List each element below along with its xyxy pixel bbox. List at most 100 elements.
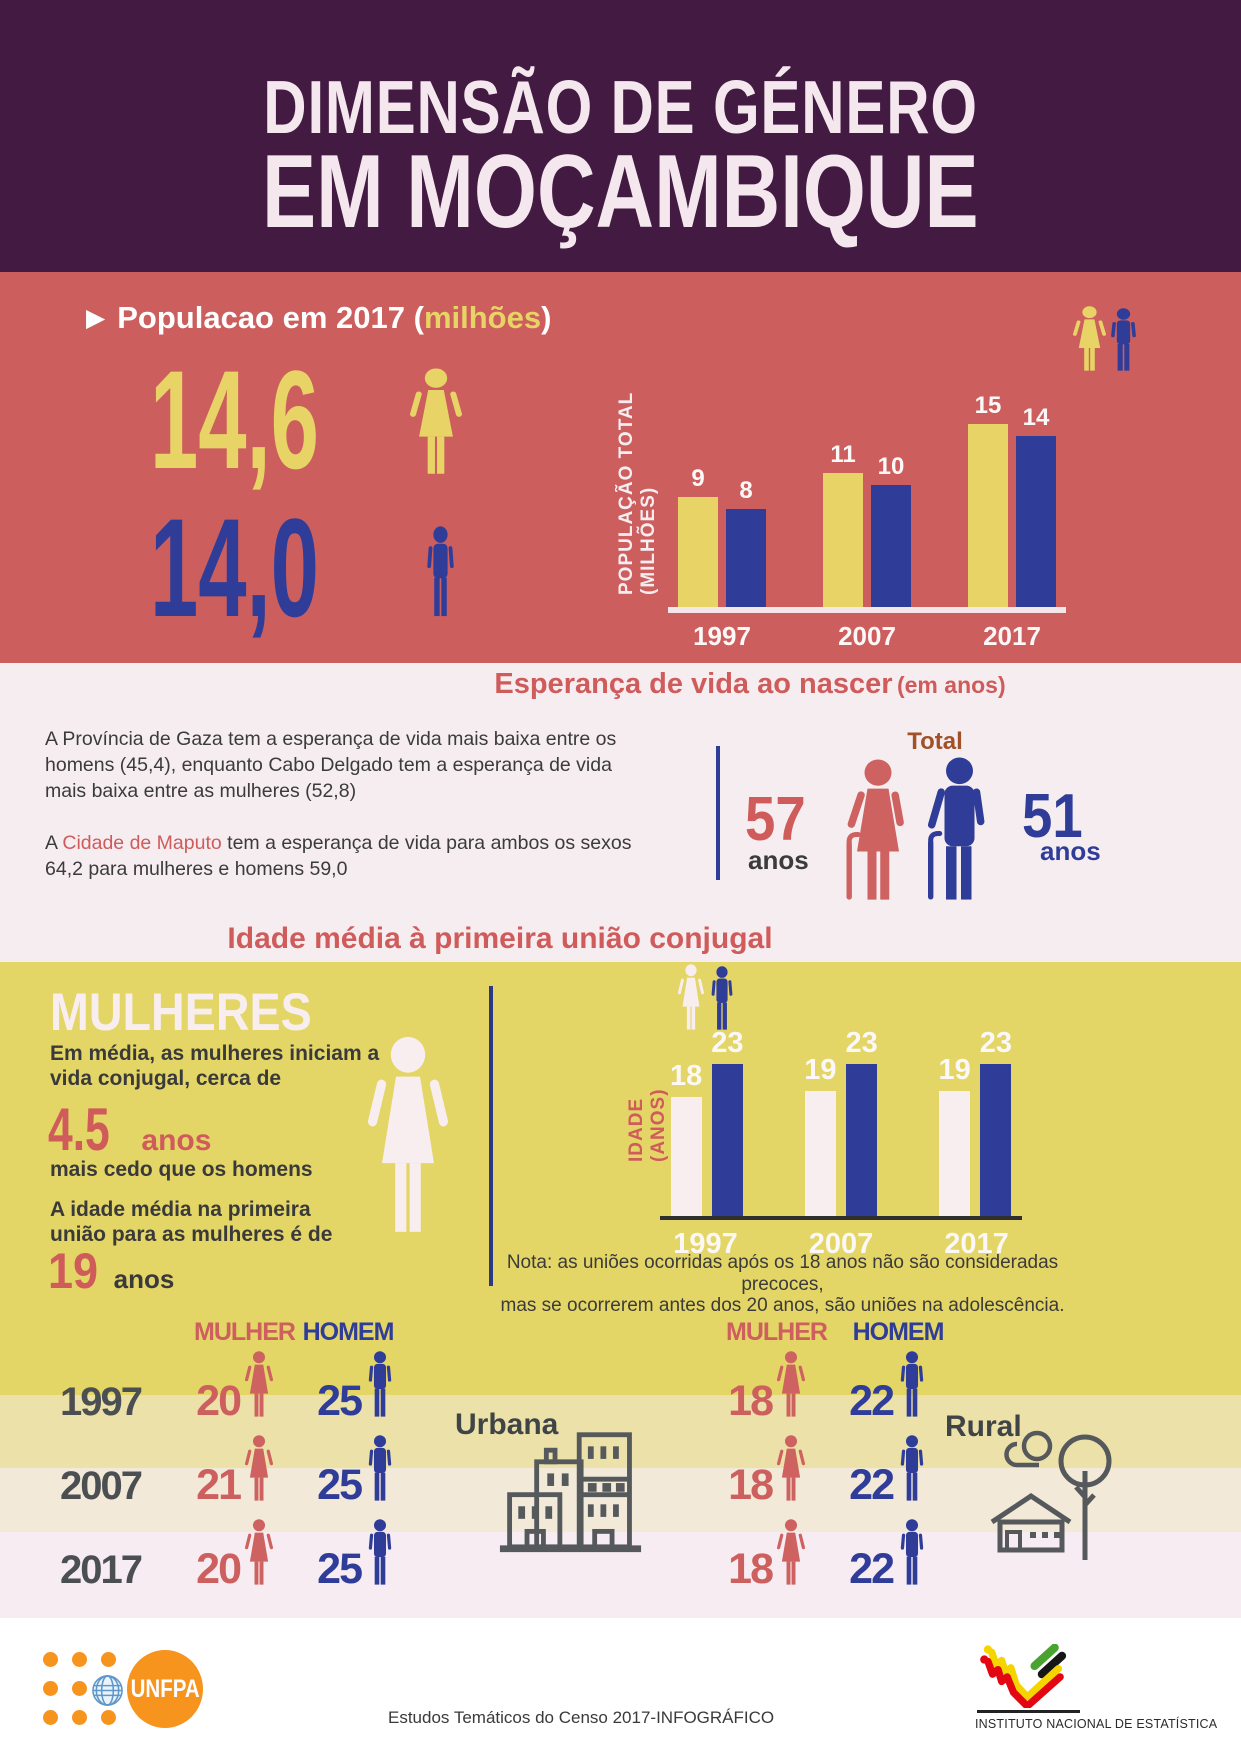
union-age-heading: Idade média à primeira união conjugal: [227, 922, 773, 955]
stat-unit: anos: [113, 1264, 175, 1294]
ine-logo-mark: [980, 1644, 1067, 1708]
female-icon: [776, 1519, 806, 1586]
total-label: Total: [907, 728, 963, 755]
city-buildings-icon: [498, 1416, 643, 1554]
ine-logo-rule: [977, 1710, 1080, 1713]
bar-value-label: 23: [845, 1027, 878, 1059]
union-section-bg: [0, 962, 1241, 1395]
bar-homens-2017: [1016, 436, 1056, 607]
union-paragraph-3: A idade média na primeira união para as …: [50, 1198, 333, 1246]
bar-value-label: 18: [670, 1060, 703, 1092]
stat-19-anos: 19 anos: [48, 1246, 174, 1296]
table-row-1997: 1997 20 25: [60, 1334, 400, 1424]
elderly-woman-icon: [836, 758, 914, 904]
female-icon: [244, 1435, 274, 1502]
cloud-icon: [995, 1428, 1061, 1470]
stat-value: 4.5: [48, 1096, 110, 1163]
homem-value: 22: [849, 1461, 895, 1510]
bar-value-label: 23: [979, 1027, 1012, 1059]
tree-icon: [1058, 1433, 1112, 1563]
bar-homens-2007: [871, 485, 911, 607]
bar-group-1997: 18 23: [670, 1029, 744, 1216]
life-paragraph-2: A Cidade de Maputo tem a esperança de vi…: [45, 832, 632, 880]
female-icon: [410, 368, 462, 476]
table-row-2017: 2017 20 25: [60, 1502, 400, 1592]
male-icon: [366, 1519, 394, 1586]
mulher-value: 21: [196, 1461, 242, 1510]
mulher-value: 18: [728, 1545, 774, 1594]
urbana-homem-header: HOMEM: [302, 1318, 395, 1346]
bar-value-label: 11: [830, 441, 856, 468]
footer-credit: Estudos Temáticos do Censo 2017-INFOGRÁF…: [388, 1708, 775, 1727]
female-icon: [244, 1351, 274, 1418]
male-icon: [898, 1435, 926, 1502]
house-icon: [990, 1492, 1072, 1554]
life-expectancy-section-bg: [0, 663, 1241, 962]
table-row-2007: 2007 21 25: [60, 1418, 400, 1510]
female-legend-icon: [1073, 306, 1106, 372]
bar-value-label: 19: [804, 1054, 837, 1086]
mulher-value: 18: [728, 1461, 774, 1510]
urbana-label: Urbana: [455, 1408, 559, 1441]
un-emblem-icon: [91, 1674, 124, 1707]
x-axis-label: 2007: [808, 1228, 874, 1260]
woman-icon-large: [368, 1036, 448, 1236]
population-chart-plot: 9 8 11 10 15 14: [668, 330, 1066, 607]
male-icon: [366, 1351, 394, 1418]
bar-value-label: 19: [938, 1054, 971, 1086]
union-chart-plot: 18 23 19 23 19 23: [660, 1027, 1022, 1216]
male-legend-icon: [709, 966, 735, 1031]
male-life-expectancy-unit: anos: [1040, 836, 1101, 866]
chart-note: Nota: as uniões ocorridas após os 18 ano…: [500, 1252, 1065, 1316]
female-legend-icon: [678, 964, 704, 1031]
stat-unit: anos: [141, 1124, 212, 1157]
unfpa-logo: UNFPA: [43, 1650, 213, 1730]
elderly-man-icon: [916, 756, 994, 904]
title-banner: [0, 0, 1241, 272]
vertical-divider: [716, 746, 720, 880]
life-expectancy-heading: Esperança de vida ao nascer (em anos): [494, 668, 1006, 700]
union-chart-xlabels: 1997 2007 2017: [660, 1220, 1022, 1261]
homem-value: 22: [849, 1377, 895, 1426]
male-population-value: 14,0: [150, 489, 319, 646]
male-life-expectancy-value: 51: [1022, 782, 1083, 851]
male-icon: [898, 1519, 926, 1586]
bar-mulheres-2007: [804, 1091, 836, 1216]
rural-label: Rural: [945, 1410, 1022, 1443]
union-paragraph-1: Em média, as mulheres iniciam a vida con…: [50, 1042, 380, 1090]
union-age-chart: 18 23 19 23 19 23 1997 2007 2017: [660, 1027, 1022, 1261]
homem-value: 25: [317, 1461, 363, 1510]
rural-table: 18 22 18 22 18 22: [688, 1334, 928, 1594]
x-axis-label: 1997: [673, 1228, 738, 1260]
stat-4-5-anos: 4.5 anos: [48, 1100, 211, 1160]
year-label: 2007: [60, 1464, 143, 1508]
union-chart-axis: [660, 1216, 1022, 1220]
population-heading: ▶ Populacao em 2017 (milhões): [86, 300, 551, 336]
bar-value-label: 8: [739, 477, 753, 504]
population-heading-text: Populacao em 2017 (milhões): [117, 300, 552, 335]
population-chart-axis: [668, 607, 1066, 613]
bar-mulheres-2017: [968, 424, 1008, 607]
bar-value-label: 10: [877, 453, 905, 480]
mulher-value: 18: [728, 1377, 774, 1426]
population-chart: 9 8 11 10 15 14 1997 2007 2017: [668, 330, 1066, 652]
homem-value: 22: [849, 1545, 895, 1594]
bar-mulheres-1997: [670, 1097, 702, 1216]
bar-value-label: 23: [711, 1027, 744, 1059]
male-icon: [898, 1351, 926, 1418]
rural-mulher-header: MULHER: [726, 1318, 828, 1346]
female-life-expectancy-unit: anos: [748, 845, 809, 875]
x-axis-label: 2017: [944, 1228, 1009, 1260]
x-axis-label: 2007: [838, 621, 896, 651]
year-label: 2017: [60, 1548, 143, 1592]
bar-homens-2017: [980, 1064, 1012, 1216]
ine-logo: INSTITUTO NACIONAL DE ESTATÍSTICA: [975, 1644, 1217, 1731]
year-label: 1997: [60, 1380, 143, 1424]
female-icon: [776, 1435, 806, 1502]
rural-homem-header: HOMEM: [852, 1318, 945, 1346]
female-icon: [776, 1351, 806, 1418]
table-row-1997: 18 22: [688, 1334, 928, 1426]
bar-value-label: 9: [691, 465, 705, 492]
